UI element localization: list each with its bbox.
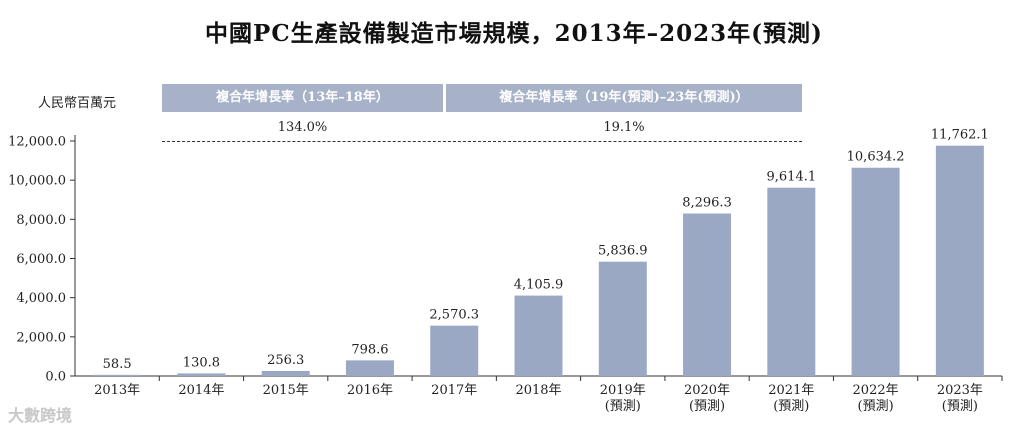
bar-value-label: 8,296.3 (682, 196, 732, 211)
x-tick-label: (預測) (689, 399, 725, 414)
y-tick-label: 8,000.0 (16, 213, 66, 228)
x-tick-label: (預測) (858, 399, 894, 414)
y-tick-label: 4,000.0 (16, 291, 66, 306)
cagr-dashed-divider (162, 141, 802, 142)
bar-value-label: 256.3 (267, 353, 304, 368)
x-tick-label: 2016年 (347, 383, 393, 398)
cagr-header-period-1: 複合年增長率（13年–18年） (162, 84, 443, 112)
x-tick-label: (預測) (773, 399, 809, 414)
y-tick-label: 2,000.0 (16, 330, 66, 345)
x-tick-label: 2021年 (768, 383, 814, 398)
cagr-value-period-2: 19.1% (603, 120, 645, 135)
bar-value-label: 2,570.3 (429, 308, 479, 323)
bar (261, 370, 310, 376)
bar-value-label: 4,105.9 (514, 278, 564, 293)
x-tick-label: 2013年 (94, 383, 140, 398)
x-tick-label: 2020年 (684, 383, 730, 398)
x-tick-label: 2014年 (178, 383, 224, 398)
y-tick-label: 6,000.0 (16, 252, 66, 267)
x-tick-label: 2019年 (600, 383, 646, 398)
x-tick-label: (預測) (942, 399, 978, 414)
cagr-value-period-1: 134.0% (277, 120, 328, 135)
x-tick-label: 2017年 (431, 383, 477, 398)
bar-value-label: 5,836.9 (598, 244, 648, 259)
bar (598, 261, 647, 376)
x-tick-label: 2015年 (263, 383, 309, 398)
bar (514, 295, 563, 376)
bar-value-label: 11,762.1 (931, 128, 989, 143)
bar (935, 145, 984, 376)
y-tick-label: 0.0 (45, 370, 66, 385)
cagr-header-period-2: 複合年增長率（19年(預測)–23年(預測)） (446, 84, 802, 112)
bar-value-label: 58.5 (103, 357, 132, 372)
bar (683, 213, 732, 376)
bar (345, 360, 394, 376)
y-tick-label: 12,000.0 (8, 135, 66, 150)
bar-value-label: 130.8 (183, 355, 220, 370)
y-axis-unit-label: 人民幣百萬元 (38, 96, 117, 111)
x-tick-label: 2023年 (937, 383, 983, 398)
chart-title: 中國PC生產設備製造市場規模，2013年–2023年(預測) (205, 20, 823, 47)
x-tick-label: 2022年 (853, 383, 899, 398)
y-tick-label: 10,000.0 (8, 174, 66, 189)
watermark-text: 大數跨境 (8, 406, 73, 425)
bar (177, 373, 226, 376)
bar-value-label: 9,614.1 (767, 170, 817, 185)
bar (767, 187, 816, 376)
bar (93, 374, 142, 376)
x-tick-label: (預測) (605, 399, 641, 414)
bar (851, 167, 900, 376)
bar-value-label: 798.6 (351, 342, 388, 357)
bar (430, 325, 479, 376)
bar-value-label: 10,634.2 (847, 150, 905, 165)
x-tick-label: 2018年 (515, 383, 561, 398)
